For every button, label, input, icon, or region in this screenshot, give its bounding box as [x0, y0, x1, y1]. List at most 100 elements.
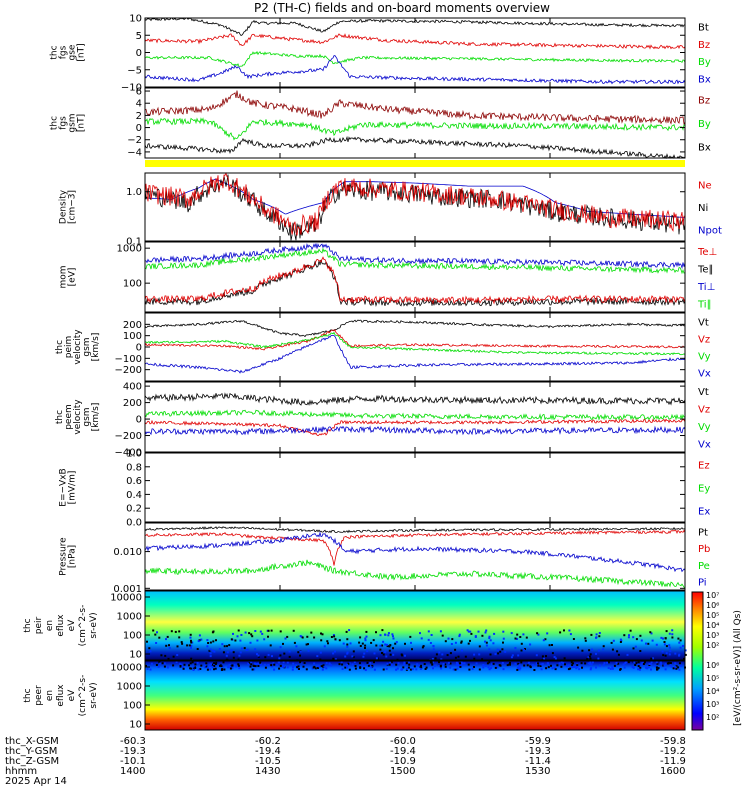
spectrogram-pixel — [484, 640, 487, 643]
spectrogram-pixel — [501, 648, 504, 651]
spectrogram-pixel — [584, 662, 587, 665]
spectrogram-pixel — [225, 654, 228, 657]
spectrogram-pixel — [359, 666, 362, 669]
time-tick-2: -10.5 — [255, 756, 281, 767]
spectrogram-pixel — [419, 665, 422, 668]
ytick-label: 0.001 — [113, 584, 142, 595]
spectrogram-pixel — [205, 662, 208, 665]
time-tick-3: 1530 — [525, 766, 550, 777]
time-tick-2: -10.9 — [390, 756, 416, 767]
ytick-label: 100 — [123, 331, 142, 342]
spectrogram-fill — [145, 591, 685, 660]
spectrogram-pixel — [527, 661, 530, 664]
panel-moments: 1000 100 mom [eV] Te⊥ Te∥ Ti⊥ Ti∥ — [59, 241, 717, 313]
spectrogram-pixel — [305, 643, 308, 646]
legend-Bt: Bt — [698, 23, 709, 34]
spectrogram-pixel — [627, 661, 630, 664]
spectrogram-pixel — [459, 665, 462, 668]
spectrogram-pixel — [384, 643, 387, 646]
spectrogram-pixel — [210, 663, 212, 666]
spectrogram-pixel — [631, 666, 634, 668]
spectrogram-pixel — [520, 661, 523, 664]
spectrogram-pixel — [154, 633, 157, 636]
spectrogram-pixel — [410, 641, 412, 644]
spectrogram-pixel — [458, 635, 461, 638]
series-peem-Vx — [144, 425, 686, 436]
spectrogram-pixel — [647, 642, 650, 645]
spectrogram-pixel — [191, 661, 194, 664]
ylabel-line: eflux — [56, 614, 66, 637]
ylabel-line: Density — [59, 189, 69, 224]
spectrogram-pixel — [613, 664, 616, 667]
ytick-label: −100 — [115, 354, 142, 365]
spectrogram-pixel — [411, 668, 414, 671]
colorbar-label: [eV/(cm²-s-sr-eV)] (All Qs) — [733, 610, 743, 726]
time-row-label: thc_Y-GSM — [5, 746, 57, 757]
spectrogram-pixel — [334, 658, 337, 661]
spectrogram-pixel — [456, 667, 459, 670]
spectrogram-pixel — [379, 648, 382, 651]
spectrogram-pixel — [617, 653, 620, 656]
spectrogram-pixel — [146, 640, 148, 643]
spectrogram-pixel — [237, 663, 240, 666]
spectrogram-pixel — [551, 644, 553, 646]
spectrogram-pixel — [554, 668, 557, 671]
spectrogram-pixel — [487, 666, 490, 669]
spectrogram-pixel — [576, 665, 579, 668]
spectrogram-pixel — [551, 667, 554, 670]
spectrogram-pixel — [529, 666, 532, 669]
spectrogram-pixel — [208, 649, 211, 652]
spectrogram-pixel — [632, 647, 635, 650]
legend-Ne: Ne — [698, 180, 712, 191]
spectrogram-pixel — [249, 665, 252, 668]
spectrogram-pixel — [485, 641, 488, 644]
spectrogram-pixel — [189, 667, 192, 670]
spectrogram-pixel — [441, 634, 444, 637]
ylabel-line: en — [45, 690, 55, 701]
spectrogram-pixel — [517, 662, 520, 665]
spectrogram-pixel — [389, 653, 392, 656]
spectrogram-pixel — [161, 662, 164, 665]
spectrogram-pixel — [434, 664, 436, 667]
spectrogram-pixel — [165, 644, 168, 647]
spectrogram-pixel — [615, 661, 618, 664]
spectrogram-pixel — [544, 638, 547, 641]
spectrogram-pixel — [259, 661, 262, 664]
ytick-label: 0.0 — [126, 518, 142, 529]
spectrogram-pixel — [642, 663, 645, 665]
spectrogram-pixel — [286, 661, 289, 664]
spectrogram-pixel — [430, 634, 433, 636]
spectrogram-pixel — [575, 667, 578, 670]
spectrogram-pixel — [438, 661, 440, 664]
spectrogram-pixel — [625, 661, 627, 664]
spectrogram-pixel — [179, 665, 182, 667]
spectrogram-pixel — [278, 667, 281, 670]
spectrogram-pixel — [591, 648, 593, 651]
spectrogram-pixel — [683, 657, 685, 660]
spectrogram-pixel — [395, 641, 398, 644]
spectrogram-pixel — [263, 663, 266, 666]
series-peem-Vt — [144, 392, 686, 406]
spectrogram-pixel — [431, 663, 434, 666]
spectrogram-pixel — [597, 649, 600, 652]
legend-Pt: Pt — [698, 527, 708, 538]
time-tick-1: -19.2 — [660, 746, 686, 757]
spectrogram-pixel — [392, 635, 394, 638]
spectrogram-pixel — [322, 664, 325, 667]
ylabel-line: velocity — [73, 329, 83, 365]
ylabel-line: thc — [50, 116, 60, 130]
spectrogram-pixel — [365, 635, 368, 638]
ylabel-line: thc — [55, 410, 65, 424]
ytick-label: −2 — [127, 135, 142, 146]
spectrogram-pixel — [253, 668, 256, 671]
spectrogram-pixel — [498, 649, 501, 652]
spectrogram-pixel — [537, 662, 539, 665]
spectrogram-pixel — [419, 632, 421, 635]
spectrogram-pixel — [321, 668, 324, 671]
spectrogram-pixel — [641, 662, 644, 664]
spectrogram-pixel — [656, 668, 658, 671]
spectrogram-pixel — [657, 667, 660, 670]
spectrogram-pixel — [373, 668, 376, 671]
spectrogram-pixel — [199, 668, 202, 670]
spectrogram-pixel — [257, 665, 260, 667]
